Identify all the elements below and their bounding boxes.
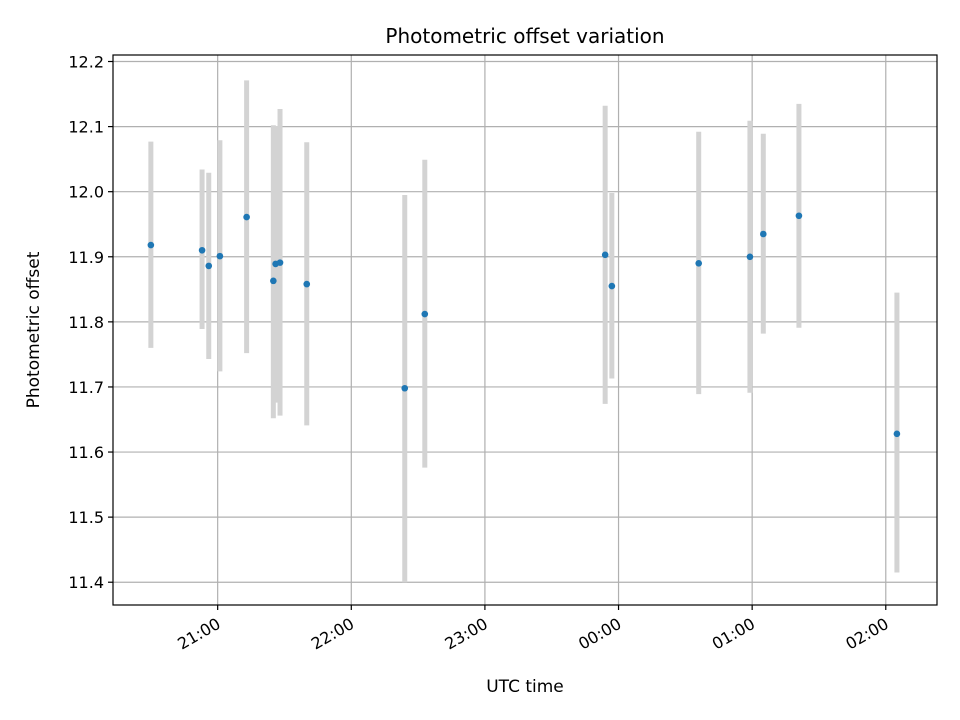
y-tick-label: 12.2 [68, 53, 104, 72]
data-point [198, 246, 206, 254]
x-tick-label: 23:00 [441, 614, 490, 654]
data-points [147, 212, 901, 438]
chart-title: Photometric offset variation [385, 24, 664, 48]
data-point [893, 430, 901, 438]
x-tick-label: 00:00 [575, 614, 624, 654]
data-point [303, 280, 311, 288]
y-tick-label: 11.6 [68, 443, 104, 462]
x-tick-label: 02:00 [842, 614, 891, 654]
data-point [795, 212, 803, 220]
y-axis: 11.4 11.5 11.6 11.7 11.8 11.9 12.0 12.1 12.2 [68, 53, 113, 592]
data-point [147, 241, 155, 249]
y-tick-label: 12.0 [68, 183, 104, 202]
y-axis-label: Photometric offset [24, 251, 44, 408]
data-point [601, 251, 609, 259]
data-point [608, 282, 616, 290]
x-tick-label: 22:00 [308, 614, 357, 654]
data-point [401, 384, 409, 392]
data-point [421, 310, 429, 318]
data-point [243, 213, 250, 221]
data-point [695, 259, 703, 267]
data-point [746, 253, 754, 261]
y-tick-label: 11.4 [68, 573, 104, 592]
data-point [276, 259, 284, 266]
data-point [759, 230, 767, 238]
plot-frame [112, 54, 938, 606]
y-tick-label: 11.9 [68, 248, 104, 267]
y-tick-label: 11.8 [68, 313, 104, 332]
x-tick-label: 01:00 [709, 614, 758, 654]
data-point [205, 262, 213, 270]
y-tick-label: 12.1 [68, 118, 104, 137]
x-axis: 21:00 22:00 23:00 00:00 01:00 02:00 [174, 605, 892, 654]
x-tick-label: 21:00 [174, 614, 223, 654]
grid [113, 55, 937, 605]
y-tick-label: 11.5 [68, 508, 104, 527]
data-point [216, 252, 224, 260]
x-axis-label: UTC time [486, 677, 564, 697]
y-tick-label: 11.7 [68, 378, 104, 397]
data-point [270, 277, 277, 285]
error-bars [148, 80, 900, 583]
